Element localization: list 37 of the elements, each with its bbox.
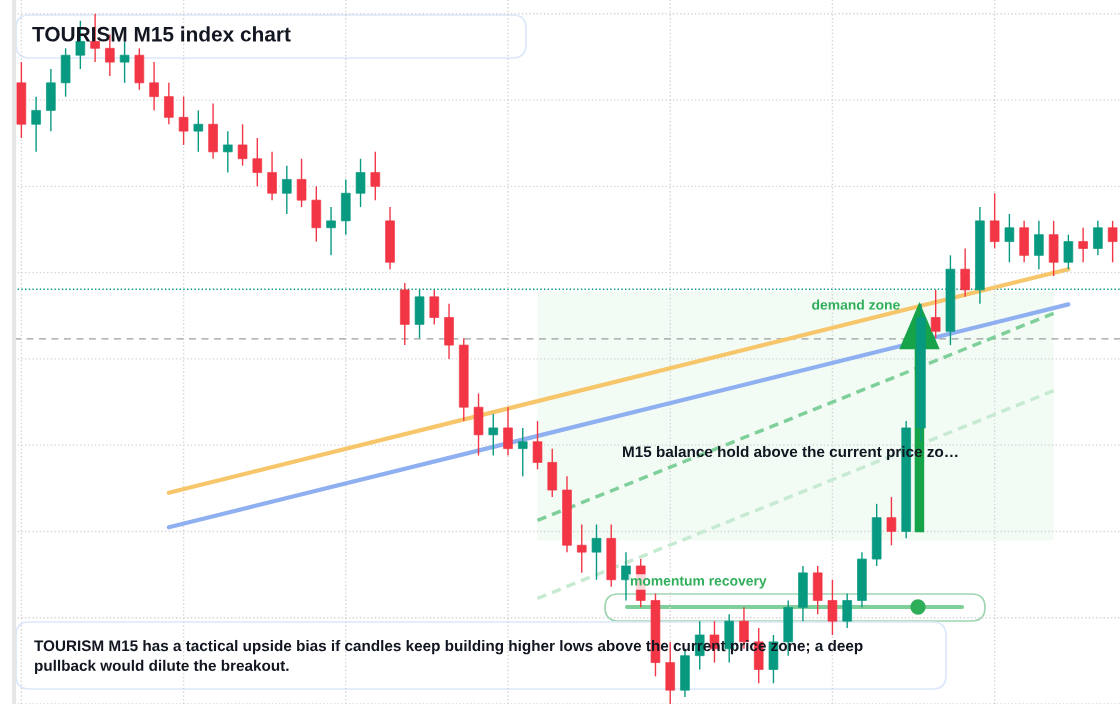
candlestick (591, 523, 602, 581)
candlestick (989, 192, 1000, 250)
candlestick (149, 61, 159, 112)
candlestick (827, 579, 838, 636)
candlestick (488, 413, 499, 457)
candlestick (576, 523, 587, 574)
candlestick (503, 406, 513, 457)
candlestick (223, 130, 233, 174)
candlestick (282, 164, 292, 215)
candlestick (164, 82, 174, 125)
candlestick (370, 151, 381, 201)
candlestick (1004, 213, 1015, 263)
candlestick (267, 151, 277, 201)
candlestick (532, 420, 543, 471)
annotation: momentum recovery (630, 576, 767, 589)
candlestick (1093, 220, 1103, 257)
candlestick (886, 496, 897, 546)
candlestick (178, 95, 189, 146)
candlestick (119, 40, 130, 84)
candlestick (1063, 233, 1074, 270)
candlestick (960, 247, 970, 298)
candlestick (296, 158, 307, 208)
candlestick (517, 427, 528, 477)
candlestick (930, 289, 941, 339)
candlestick (237, 123, 248, 167)
candlestick (1034, 220, 1044, 270)
candlestick (621, 551, 631, 602)
candlestick (31, 95, 41, 153)
candlestick (326, 206, 336, 257)
candlestick (1107, 220, 1118, 263)
candlestick (1078, 227, 1088, 263)
candlestick (429, 289, 440, 326)
candlestick (252, 137, 263, 188)
candlestick (355, 158, 366, 208)
band-label: demand zone (812, 299, 900, 310)
candlestick (842, 592, 852, 629)
candlestick (193, 109, 204, 153)
